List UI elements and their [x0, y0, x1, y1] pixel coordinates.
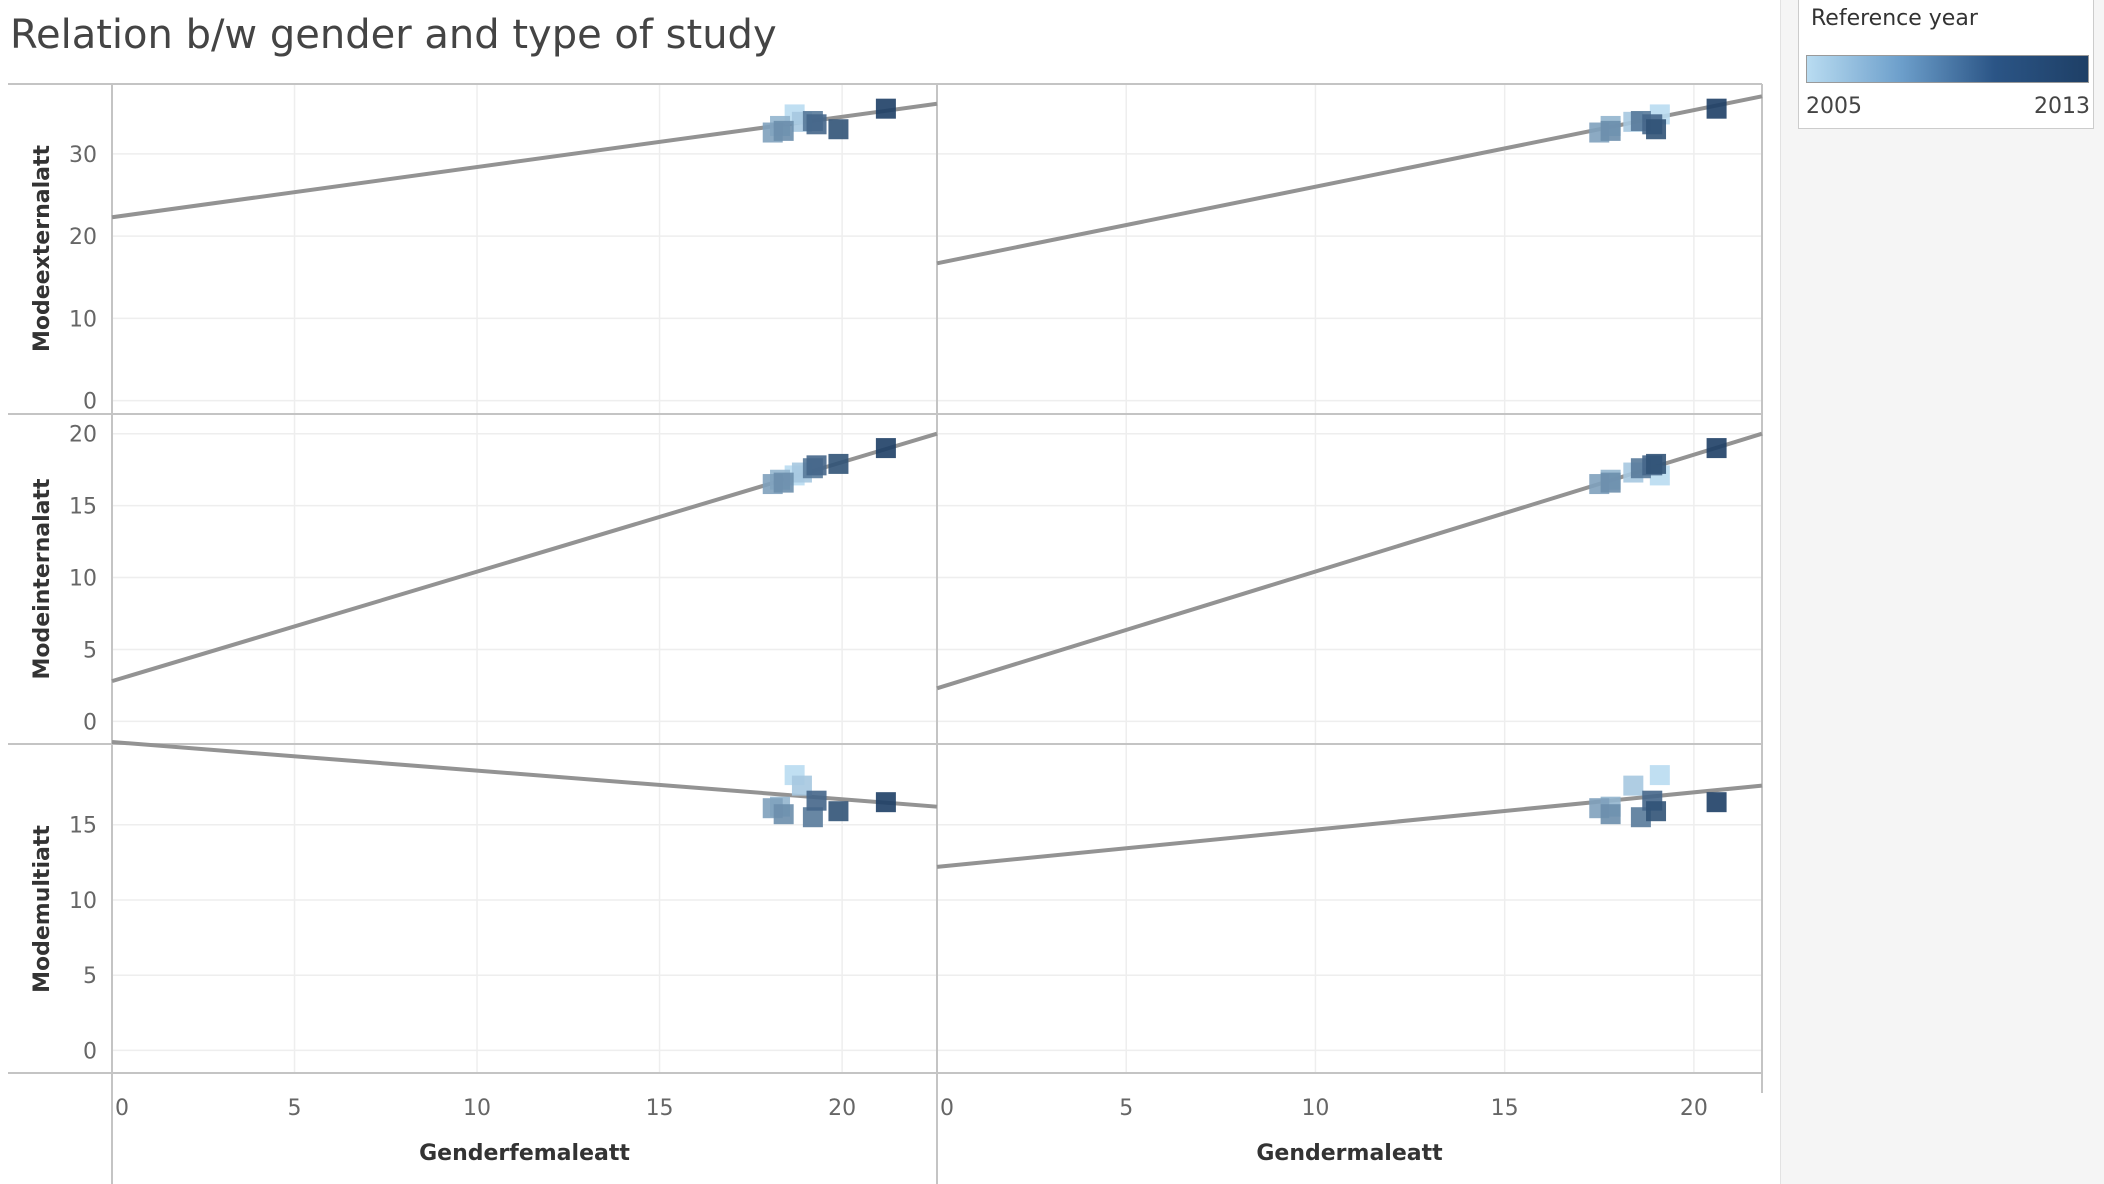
- y-axis-title: Modeinternalatt: [30, 478, 55, 680]
- legend-color-ramp: [1806, 55, 2089, 83]
- legend-min-label: 2005: [1806, 94, 1862, 119]
- legend-divider: [1780, 0, 1781, 1184]
- data-point-2009: [1600, 472, 1621, 493]
- y-tick-label: 20: [69, 423, 97, 448]
- data-point-2006: [791, 775, 812, 796]
- data-point-2013: [875, 438, 896, 459]
- data-point-2010: [802, 807, 823, 828]
- x-tick-label: 15: [1491, 1096, 1519, 1121]
- data-point-2013: [1706, 98, 1727, 119]
- y-axis-title: Modeexternalatt: [30, 145, 55, 352]
- data-points: [762, 98, 1727, 828]
- data-point-2013: [1706, 792, 1727, 813]
- legend-title: Reference year: [1811, 6, 1978, 31]
- y-tick-label: 10: [69, 567, 97, 592]
- data-point-2012: [828, 119, 849, 140]
- data-point-2009: [1600, 120, 1621, 141]
- data-point-2009: [773, 472, 794, 493]
- x-tick-label: 5: [288, 1096, 302, 1121]
- data-point-2009: [773, 120, 794, 141]
- x-tick-label: 20: [1680, 1096, 1708, 1121]
- data-point-2012: [1646, 453, 1667, 474]
- x-tick-label: 10: [463, 1096, 491, 1121]
- data-point-2009: [773, 804, 794, 825]
- y-tick-label: 15: [69, 814, 97, 839]
- axis-labels: 0 10 20 30 Modeexternalatt 0 5 10 15 20 Modeintern…: [30, 143, 1708, 1166]
- x-tick-label: 15: [646, 1096, 674, 1121]
- x-axis-title: Gendermaleatt: [1256, 1141, 1443, 1166]
- page-title: Relation b/w gender and type of study: [10, 12, 777, 58]
- data-point-2010: [1630, 807, 1651, 828]
- data-point-2011: [806, 790, 827, 811]
- y-tick-label: 0: [83, 710, 97, 735]
- x-tick-label: 10: [1301, 1096, 1329, 1121]
- scatter-matrix-chart: 0 10 20 30 Modeexternalatt 0 5 10 15 20 Modeintern…: [8, 83, 1763, 1184]
- data-point-2012: [1646, 119, 1667, 140]
- x-tick-label: 5: [1119, 1096, 1133, 1121]
- axes: [8, 83, 1763, 1184]
- trend-line: [111, 739, 938, 809]
- y-tick-label: 5: [83, 638, 97, 663]
- x-axis-title: Genderfemaleatt: [419, 1141, 630, 1166]
- data-point-2009: [1600, 804, 1621, 825]
- y-tick-label: 10: [69, 307, 97, 332]
- legend-max-label: 2013: [2034, 94, 2090, 119]
- x-tick-label: 0: [940, 1096, 954, 1121]
- trend-line: [936, 783, 1763, 869]
- data-point-2013: [875, 792, 896, 813]
- y-tick-label: 5: [83, 964, 97, 989]
- data-point-2013: [1706, 438, 1727, 459]
- legend-panel: [1781, 0, 2104, 1184]
- data-point-2013: [875, 98, 896, 119]
- y-tick-label: 10: [69, 889, 97, 914]
- y-tick-label: 20: [69, 225, 97, 250]
- data-point-2011: [806, 114, 827, 135]
- y-tick-label: 0: [83, 1039, 97, 1064]
- data-point-2005: [1649, 765, 1670, 786]
- data-point-2012: [828, 801, 849, 822]
- y-axis-title: Modemultiatt: [30, 825, 55, 993]
- data-point-2006: [1623, 775, 1644, 796]
- x-tick-label: 20: [828, 1096, 856, 1121]
- y-tick-label: 30: [69, 143, 97, 168]
- y-tick-label: 15: [69, 495, 97, 520]
- data-point-2012: [828, 453, 849, 474]
- data-point-2011: [806, 455, 827, 476]
- y-tick-label: 0: [83, 390, 97, 415]
- data-point-2012: [1646, 801, 1667, 822]
- x-tick-label: 0: [115, 1096, 129, 1121]
